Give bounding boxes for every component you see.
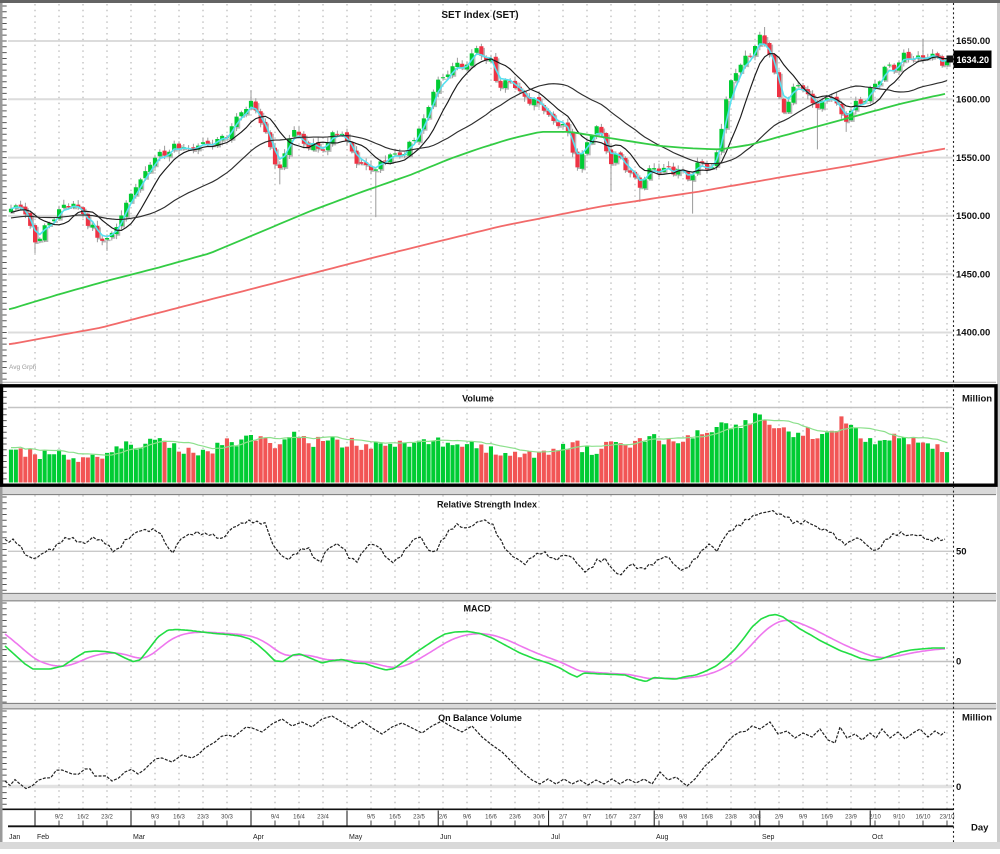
svg-text:23/9: 23/9 <box>845 815 857 821</box>
svg-text:May: May <box>349 834 363 841</box>
svg-text:Aug: Aug <box>656 834 669 841</box>
svg-text:2/9: 2/9 <box>775 815 784 821</box>
svg-text:0: 0 <box>956 657 961 668</box>
svg-text:Apr: Apr <box>253 834 265 841</box>
svg-text:16/3: 16/3 <box>173 815 185 821</box>
svg-text:30/6: 30/6 <box>533 815 545 821</box>
svg-text:2/10: 2/10 <box>869 815 881 821</box>
svg-text:16/7: 16/7 <box>605 815 617 821</box>
svg-text:9/8: 9/8 <box>679 815 688 821</box>
svg-text:1550.00: 1550.00 <box>956 153 990 164</box>
svg-text:1634.20: 1634.20 <box>957 55 990 65</box>
svg-text:Jan: Jan <box>9 834 20 841</box>
svg-text:Million: Million <box>962 713 992 724</box>
svg-text:0: 0 <box>956 782 961 793</box>
svg-text:23/5: 23/5 <box>413 815 425 821</box>
svg-text:9/4: 9/4 <box>271 815 280 821</box>
svg-text:Million: Million <box>962 394 992 405</box>
svg-text:16/2: 16/2 <box>77 815 89 821</box>
svg-text:Jul: Jul <box>551 834 560 841</box>
svg-text:16/6: 16/6 <box>485 815 497 821</box>
svg-text:16/4: 16/4 <box>293 815 305 821</box>
svg-text:1650.00: 1650.00 <box>956 36 990 47</box>
svg-text:9/9: 9/9 <box>799 815 808 821</box>
svg-text:Sep: Sep <box>762 834 775 841</box>
svg-text:16/8: 16/8 <box>701 815 713 821</box>
svg-text:23/3: 23/3 <box>197 815 209 821</box>
svg-text:9/7: 9/7 <box>583 815 592 821</box>
svg-text:16/10: 16/10 <box>915 815 931 821</box>
svg-text:16/9: 16/9 <box>821 815 833 821</box>
svg-text:23/10: 23/10 <box>939 815 955 821</box>
svg-text:MACD: MACD <box>464 604 491 614</box>
svg-text:23/8: 23/8 <box>725 815 737 821</box>
svg-text:On Balance Volume: On Balance Volume <box>438 713 522 723</box>
svg-text:2/7: 2/7 <box>559 815 568 821</box>
svg-text:23/6: 23/6 <box>509 815 521 821</box>
svg-text:Jun: Jun <box>440 834 451 841</box>
svg-text:9/5: 9/5 <box>367 815 376 821</box>
svg-text:23/4: 23/4 <box>317 815 329 821</box>
svg-text:1600.00: 1600.00 <box>956 95 990 106</box>
svg-text:Avg Grph: Avg Grph <box>9 364 37 371</box>
svg-text:Volume: Volume <box>462 394 494 404</box>
svg-text:9/10: 9/10 <box>893 815 905 821</box>
svg-text:23/7: 23/7 <box>629 815 641 821</box>
svg-text:9/3: 9/3 <box>151 815 160 821</box>
svg-text:2/8: 2/8 <box>655 815 664 821</box>
svg-text:Mar: Mar <box>133 834 146 841</box>
svg-text:30/8: 30/8 <box>749 815 761 821</box>
svg-text:16/5: 16/5 <box>389 815 401 821</box>
svg-text:2/6: 2/6 <box>439 815 448 821</box>
svg-text:1450.00: 1450.00 <box>956 269 990 280</box>
svg-text:1400.00: 1400.00 <box>956 328 990 339</box>
svg-text:Day: Day <box>971 823 989 834</box>
svg-text:30/3: 30/3 <box>221 815 233 821</box>
svg-text:1500.00: 1500.00 <box>956 211 990 222</box>
svg-text:9/6: 9/6 <box>463 815 472 821</box>
svg-text:50: 50 <box>956 547 967 558</box>
svg-text:Feb: Feb <box>37 834 49 841</box>
svg-text:Relative Strength Index: Relative Strength Index <box>437 500 537 510</box>
svg-text:SET Index (SET): SET Index (SET) <box>441 10 518 21</box>
svg-text:9/2: 9/2 <box>55 815 64 821</box>
svg-text:23/2: 23/2 <box>101 815 113 821</box>
svg-text:Oct: Oct <box>872 834 883 841</box>
